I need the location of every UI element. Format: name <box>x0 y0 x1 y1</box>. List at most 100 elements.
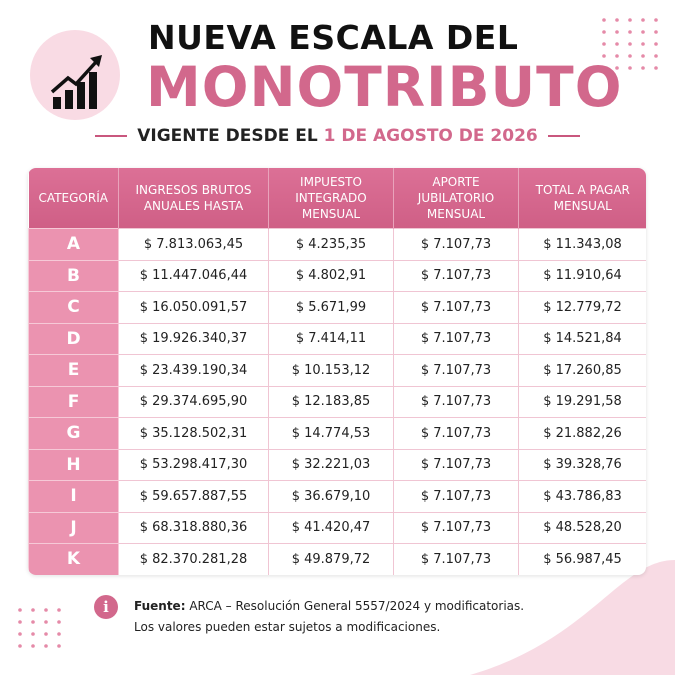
cell: $ 7.107,73 <box>393 354 519 387</box>
dot <box>602 54 606 58</box>
dot <box>44 620 48 624</box>
dot <box>628 18 632 22</box>
dot <box>31 620 35 624</box>
dot <box>654 18 658 22</box>
dot <box>602 42 606 46</box>
info-icon <box>94 595 118 619</box>
header-row: CATEGORÍA INGRESOS BRUTOS ANUALES HASTA IM… <box>28 168 646 229</box>
cell: $ 23.439.190,34 <box>118 354 269 387</box>
dot <box>18 620 22 624</box>
note: Los valores pueden estar sujetos a modif… <box>134 620 441 634</box>
cell: $ 56.987,45 <box>518 543 646 575</box>
dot <box>615 42 619 46</box>
row: C $ 16.050.091,57 $ 5.671,99 $ 7.107,73 $ 12… <box>28 291 646 324</box>
dot <box>641 18 645 22</box>
cell: $ 49.879,72 <box>268 543 394 575</box>
category-cell: K <box>28 543 119 575</box>
subtitle-date: 1 DE AGOSTO DE 2026 <box>323 126 538 146</box>
table: CATEGORÍA INGRESOS BRUTOS ANUALES HASTA IM… <box>28 168 646 575</box>
category-cell: I <box>28 480 119 513</box>
category-cell: D <box>28 322 119 355</box>
category-cell: F <box>28 385 119 418</box>
wave <box>470 560 675 675</box>
cell: $ 68.318.880,36 <box>118 511 269 544</box>
cell: $ 7.107,73 <box>393 228 519 261</box>
cell: $ 32.221,03 <box>268 448 394 481</box>
cell: $ 10.153,12 <box>268 354 394 387</box>
dot <box>615 54 619 58</box>
dot <box>602 30 606 34</box>
cell: $ 12.183,85 <box>268 385 394 418</box>
cell: $ 53.298.417,30 <box>118 448 269 481</box>
dot <box>628 42 632 46</box>
column-header: APORTE JUBILATORIO MENSUAL <box>393 168 519 229</box>
column-header: IMPUESTO INTEGRADO MENSUAL <box>268 168 394 229</box>
cell: $ 7.813.063,45 <box>118 228 269 261</box>
category-cell: H <box>28 448 119 481</box>
dot <box>57 608 61 612</box>
row: G $ 35.128.502,31 $ 14.774,53 $ 7.107,73 $ 2… <box>28 417 646 450</box>
chart-icon <box>50 55 102 109</box>
cell: $ 4.235,35 <box>268 228 394 261</box>
source-text: ARCA – Resolución General 5557/2024 y mo… <box>189 599 525 613</box>
cell: $ 36.679,10 <box>268 480 394 513</box>
dot <box>641 42 645 46</box>
title-main: MONOTRIBUTO <box>146 55 623 119</box>
dot <box>18 632 22 636</box>
row: E $ 23.439.190,34 $ 10.153,12 $ 7.107,73 $ 1… <box>28 354 646 387</box>
dot <box>654 66 658 70</box>
row: K $ 82.370.281,28 $ 49.879,72 $ 7.107,73 $ 5… <box>28 543 646 575</box>
category-cell: J <box>28 511 119 544</box>
dot <box>615 66 619 70</box>
dot <box>31 644 35 648</box>
cell: $ 7.107,73 <box>393 543 519 575</box>
dot <box>628 30 632 34</box>
cell: $ 11.343,08 <box>518 228 646 261</box>
cell: $ 7.107,73 <box>393 322 519 355</box>
row: F $ 29.374.695,90 $ 12.183,85 $ 7.107,73 $ 1… <box>28 385 646 418</box>
cell: $ 39.328,76 <box>518 448 646 481</box>
dot <box>57 632 61 636</box>
cell: $ 7.107,73 <box>393 385 519 418</box>
dot <box>57 644 61 648</box>
cell: $ 12.779,72 <box>518 291 646 324</box>
cell: $ 59.657.887,55 <box>118 480 269 513</box>
subtitle-text: VIGENTE DESDE EL <box>137 126 318 146</box>
cell: $ 35.128.502,31 <box>118 417 269 450</box>
cell: $ 7.107,73 <box>393 291 519 324</box>
row: I $ 59.657.887,55 $ 36.679,10 $ 7.107,73 $ 4… <box>28 480 646 513</box>
row: J $ 68.318.880,36 $ 41.420,47 $ 7.107,73 $ 4… <box>28 511 646 544</box>
subtitle: VIGENTE DESDE EL 1 DE AGOSTO DE 2026 <box>0 126 675 146</box>
table-container: CATEGORÍA INGRESOS BRUTOS ANUALES HASTA IM… <box>28 168 646 575</box>
dot <box>654 30 658 34</box>
category-cell: G <box>28 417 119 450</box>
cell: $ 19.291,58 <box>518 385 646 418</box>
dot <box>615 18 619 22</box>
dot <box>615 30 619 34</box>
dot <box>641 30 645 34</box>
cell: $ 48.528,20 <box>518 511 646 544</box>
dot <box>628 54 632 58</box>
dot <box>602 18 606 22</box>
row: D $ 19.926.340,37 $ 7.414,11 $ 7.107,73 $ 14… <box>28 322 646 355</box>
cell: $ 82.370.281,28 <box>118 543 269 575</box>
dot <box>31 632 35 636</box>
dot <box>18 608 22 612</box>
dot <box>654 54 658 58</box>
source: Fuente: ARCA – Resolución General 5557/2… <box>134 599 524 613</box>
dot <box>628 66 632 70</box>
cell: $ 16.050.091,57 <box>118 291 269 324</box>
cell: $ 11.910,64 <box>518 259 646 292</box>
dot <box>44 644 48 648</box>
category-cell: A <box>28 228 119 261</box>
dot <box>18 644 22 648</box>
dot <box>31 608 35 612</box>
dot <box>602 66 606 70</box>
row: A $ 7.813.063,45 $ 4.235,35 $ 7.107,73 $ 11.… <box>28 228 646 261</box>
dot <box>44 608 48 612</box>
dot <box>641 66 645 70</box>
row: B $ 11.447.046,44 $ 4.802,91 $ 7.107,73 $ 11… <box>28 259 646 292</box>
cell: $ 7.107,73 <box>393 511 519 544</box>
